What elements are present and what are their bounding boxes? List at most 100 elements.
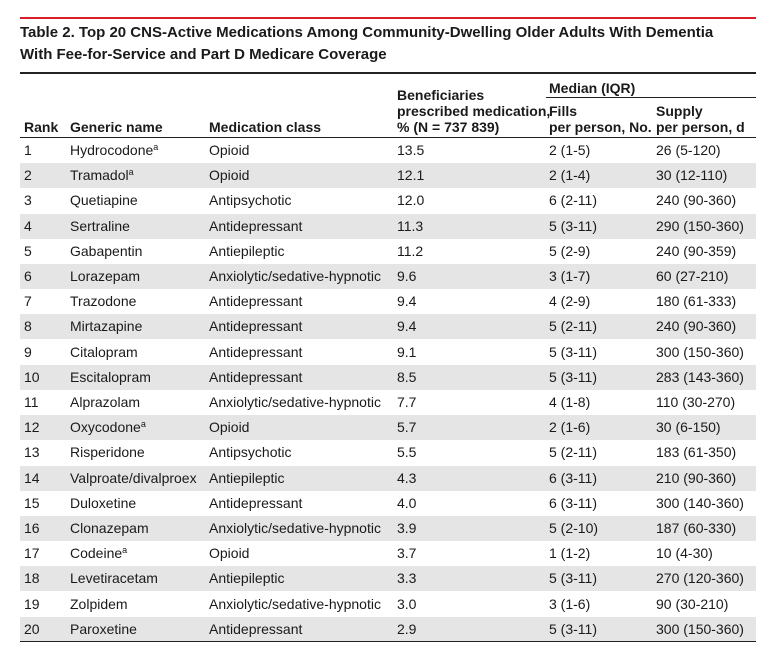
- cell-medication-class-text: Antidepressant: [209, 293, 303, 309]
- cell-generic-name-text: Valproate/divalproex: [70, 470, 197, 486]
- cell-medication-class-text: Antidepressant: [209, 318, 303, 334]
- cell-fills-text: 4 (2-9): [549, 293, 591, 309]
- cell-medication-class-text: Anxiolytic/sedative-hypnotic: [209, 394, 381, 410]
- cell-supply-text: 290 (150-360): [656, 218, 744, 234]
- cell-rank: 2: [24, 163, 32, 188]
- cell-medication-class: Antipsychotic: [209, 440, 291, 465]
- header-fills-line1: Fills: [549, 103, 578, 119]
- cell-beneficiaries-pct-text: 2.9: [397, 621, 417, 637]
- cell-fills: 6 (3-11): [549, 491, 597, 516]
- cell-rank-text: 8: [24, 318, 32, 334]
- cell-beneficiaries-pct: 3.3: [397, 566, 416, 591]
- cell-fills: 5 (2-10): [549, 516, 598, 541]
- cell-beneficiaries-pct: 4.3: [397, 466, 416, 491]
- cell-generic-name-text: Codeine: [70, 545, 123, 561]
- cell-fills: 5 (3-11): [549, 365, 597, 390]
- cell-medication-class-text: Opioid: [209, 419, 250, 435]
- cell-rank: 14: [24, 466, 40, 491]
- header-top-rule: [20, 72, 756, 74]
- cell-rank-text: 5: [24, 243, 32, 259]
- table-row-shade: [20, 516, 756, 541]
- cell-medication-class: Antidepressant: [209, 617, 302, 642]
- cell-generic-name: Oxycodonea: [70, 415, 146, 440]
- cell-generic-name-text: Hydrocodone: [70, 142, 154, 158]
- cell-medication-class-text: Antipsychotic: [209, 192, 292, 208]
- cell-supply: 30 (12-110): [656, 163, 727, 188]
- cell-rank: 18: [24, 566, 40, 591]
- cell-beneficiaries-pct: 11.3: [397, 214, 423, 239]
- cell-supply: 10 (4-30): [656, 541, 713, 566]
- cell-fills-text: 1 (1-2): [549, 545, 591, 561]
- cell-fills: 6 (3-11): [549, 466, 597, 491]
- cell-rank: 6: [24, 264, 32, 289]
- table-title-line2: With Fee-for-Service and Part D Medicare…: [20, 46, 387, 63]
- cell-generic-name-text: Levetiracetam: [70, 570, 158, 586]
- cell-fills: 4 (1-8): [549, 390, 590, 415]
- cell-medication-class: Antidepressant: [209, 289, 302, 314]
- cell-supply-text: 187 (60-330): [656, 520, 737, 536]
- cell-generic-name: Levetiracetam: [70, 566, 158, 591]
- cell-supply-text: 300 (150-360): [656, 621, 744, 637]
- cell-fills-text: 2 (1-6): [549, 419, 591, 435]
- cell-fills: 3 (1-7): [549, 264, 590, 289]
- cell-fills-text: 6 (3-11): [549, 495, 597, 511]
- cell-fills-text: 5 (3-11): [549, 570, 597, 586]
- cell-medication-class: Antidepressant: [209, 340, 302, 365]
- cell-medication-class: Antiepileptic: [209, 566, 285, 591]
- cell-supply: 90 (30-210): [656, 592, 728, 617]
- cell-medication-class: Antidepressant: [209, 491, 302, 516]
- cell-supply: 300 (140-360): [656, 491, 744, 516]
- cell-generic-name-text: Escitalopram: [70, 369, 151, 385]
- cell-rank-text: 14: [24, 470, 40, 486]
- cell-supply: 110 (30-270): [656, 390, 735, 415]
- cell-generic-name-text: Risperidone: [70, 444, 145, 460]
- cell-supply: 210 (90-360): [656, 466, 736, 491]
- cell-medication-class-text: Antidepressant: [209, 621, 303, 637]
- cell-fills-text: 5 (2-11): [549, 318, 597, 334]
- header-rank: Rank: [24, 119, 59, 135]
- cell-supply: 240 (90-360): [656, 314, 736, 339]
- cell-fills: 3 (1-6): [549, 592, 590, 617]
- cell-fills: 5 (3-11): [549, 214, 597, 239]
- cell-generic-name: Quetiapine: [70, 188, 138, 213]
- cell-rank: 17: [24, 541, 40, 566]
- cell-fills-text: 5 (3-11): [549, 369, 597, 385]
- cell-supply-text: 300 (140-360): [656, 495, 744, 511]
- cell-supply: 183 (61-350): [656, 440, 736, 465]
- cell-fills: 5 (2-11): [549, 314, 597, 339]
- cell-medication-class-text: Anxiolytic/sedative-hypnotic: [209, 596, 381, 612]
- cell-beneficiaries-pct-text: 8.5: [397, 369, 417, 385]
- cell-beneficiaries-pct-text: 12.0: [397, 192, 425, 208]
- median-iqr-spanner-rule: [546, 97, 756, 98]
- cell-rank-text: 3: [24, 192, 32, 208]
- cell-generic-name: Valproate/divalproex: [70, 466, 197, 491]
- cell-supply-text: 270 (120-360): [656, 570, 744, 586]
- cell-medication-class-text: Opioid: [209, 142, 250, 158]
- cell-rank-text: 11: [24, 394, 39, 410]
- cell-generic-name-text: Clonazepam: [70, 520, 149, 536]
- cell-medication-class-text: Antiepileptic: [209, 570, 285, 586]
- cell-generic-name-text: Zolpidem: [70, 596, 128, 612]
- cell-medication-class-text: Anxiolytic/sedative-hypnotic: [209, 520, 381, 536]
- cell-rank-text: 2: [24, 167, 32, 183]
- cell-beneficiaries-pct-text: 5.5: [397, 444, 417, 460]
- cell-supply: 270 (120-360): [656, 566, 744, 591]
- cell-fills: 5 (2-11): [549, 440, 597, 465]
- footnote-marker: a: [122, 545, 128, 555]
- cell-beneficiaries-pct: 8.5: [397, 365, 416, 390]
- cell-medication-class: Opioid: [209, 415, 249, 440]
- cell-beneficiaries-pct-text: 3.9: [397, 520, 417, 536]
- cell-supply-text: 240 (90-360): [656, 192, 737, 208]
- cell-supply-text: 26 (5-120): [656, 142, 721, 158]
- cell-medication-class: Antidepressant: [209, 214, 302, 239]
- cell-generic-name-text: Mirtazapine: [70, 318, 143, 334]
- cell-supply-text: 10 (4-30): [656, 545, 713, 561]
- cell-rank-text: 19: [24, 596, 40, 612]
- cell-fills: 4 (2-9): [549, 289, 590, 314]
- cell-fills-text: 5 (2-11): [549, 444, 597, 460]
- cell-generic-name: Tramadola: [70, 163, 134, 188]
- cell-fills-text: 3 (1-6): [549, 596, 591, 612]
- cell-rank-text: 6: [24, 268, 32, 284]
- cell-fills: 5 (3-11): [549, 617, 597, 642]
- cell-fills: 6 (2-11): [549, 188, 597, 213]
